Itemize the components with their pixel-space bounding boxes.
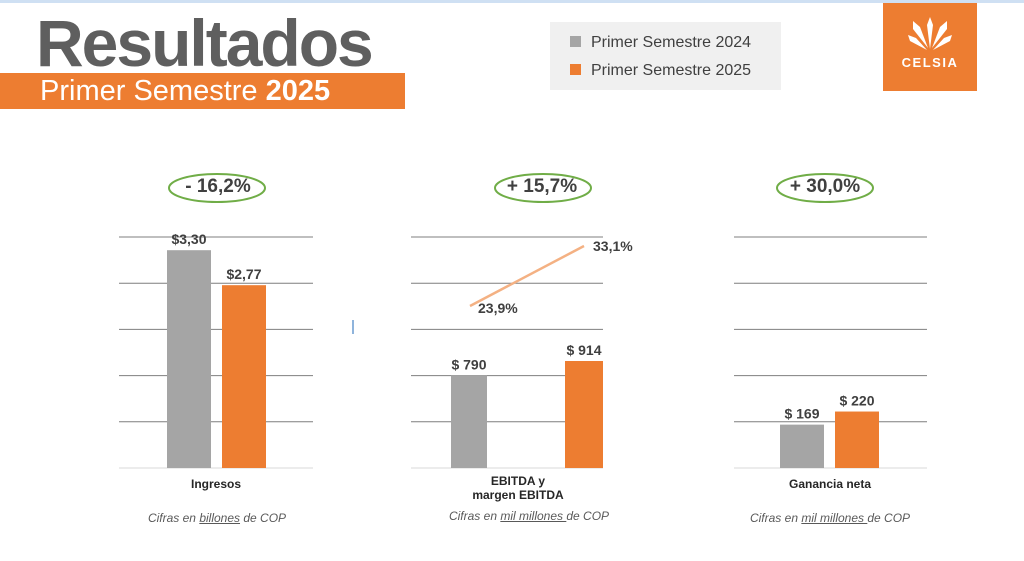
note-ganancia-post: de COP [867,511,911,525]
data-label-ebitda-2024: $ 790 [451,357,486,373]
bar-ganancia-2024 [780,424,824,468]
legend-swatch-2024 [570,36,581,47]
data-label-ganancia-2024: $ 169 [784,406,819,422]
note-ingresos-post: de COP [240,511,287,525]
note-ebitda-unit: mil millones [500,509,567,523]
top-accent-line [0,0,1024,3]
margin-label-2024: 23,9% [478,300,518,316]
note-ganancia-pre: Cifras en [749,511,802,525]
data-label-ebitda-2025: $ 914 [566,342,601,358]
legend-swatch-2025 [570,64,581,75]
data-label-ingresos-2024: $3,30 [171,231,206,247]
legend-label-2024: Primer Semestre 2024 [591,34,752,51]
slide-divider-mark [352,320,354,334]
legend-label-2025: Primer Semestre 2025 [591,62,752,79]
note-ganancia-unit: mil millones [801,511,868,525]
data-label-ganancia-2025: $ 220 [839,393,874,409]
legend-item-2024: Primer Semestre 2024 [570,34,751,52]
bar-ingresos-2025 [222,285,266,468]
page-title: Resultados [36,6,374,80]
chart-legend: Primer Semestre 2024 Primer Semestre 202… [550,22,781,90]
celsia-logo: CELSIA [883,3,977,91]
note-ebitda-pre: Cifras en [448,509,501,523]
xlabel-ebitda-line2: margen EBITDA [472,488,564,502]
bar-ebitda-2025 [565,361,603,468]
subtitle-prefix: Primer Semestre [40,75,258,107]
note-ingresos: Cifras en billones de COP [87,511,347,525]
xlabel-ganancia: Ganancia neta [788,477,872,491]
change-ellipse-ebitda [494,173,592,203]
celsia-flame-icon [908,17,952,50]
page-subtitle: Primer Semestre 2025 [40,75,330,107]
note-ingresos-unit: billones [199,511,241,525]
bar-ebitda-2024 [451,375,487,468]
xlabel-ebitda: EBITDA y margen EBITDA [428,474,608,502]
legend-item-2025: Primer Semestre 2025 [570,62,751,80]
margin-label-2025: 33,1% [593,238,633,254]
margin-line-ebitda [469,244,585,308]
subtitle-banner [0,73,405,109]
change-label-ebitda: + 15,7% [506,176,578,197]
logo-text: CELSIA [901,55,959,70]
xlabel-ingresos: Ingresos [190,477,241,491]
change-label-ganancia: + 30,0% [789,176,861,197]
note-ganancia: Cifras en mil millones de COP [700,511,960,525]
change-ellipse-ganancia [776,173,874,203]
bar-ingresos-2024 [167,250,211,468]
data-label-ingresos-2025: $2,77 [226,266,261,282]
xlabel-ebitda-line1: EBITDA y [490,474,546,488]
bar-ganancia-2025 [835,411,879,468]
note-ebitda: Cifras en mil millones de COP [399,509,659,523]
subtitle-year: 2025 [265,75,331,107]
change-label-ingresos: - 16,2% [185,176,251,197]
note-ingresos-pre: Cifras en [147,511,200,525]
note-ebitda-post: de COP [566,509,610,523]
change-ellipse-ingresos [168,173,266,203]
